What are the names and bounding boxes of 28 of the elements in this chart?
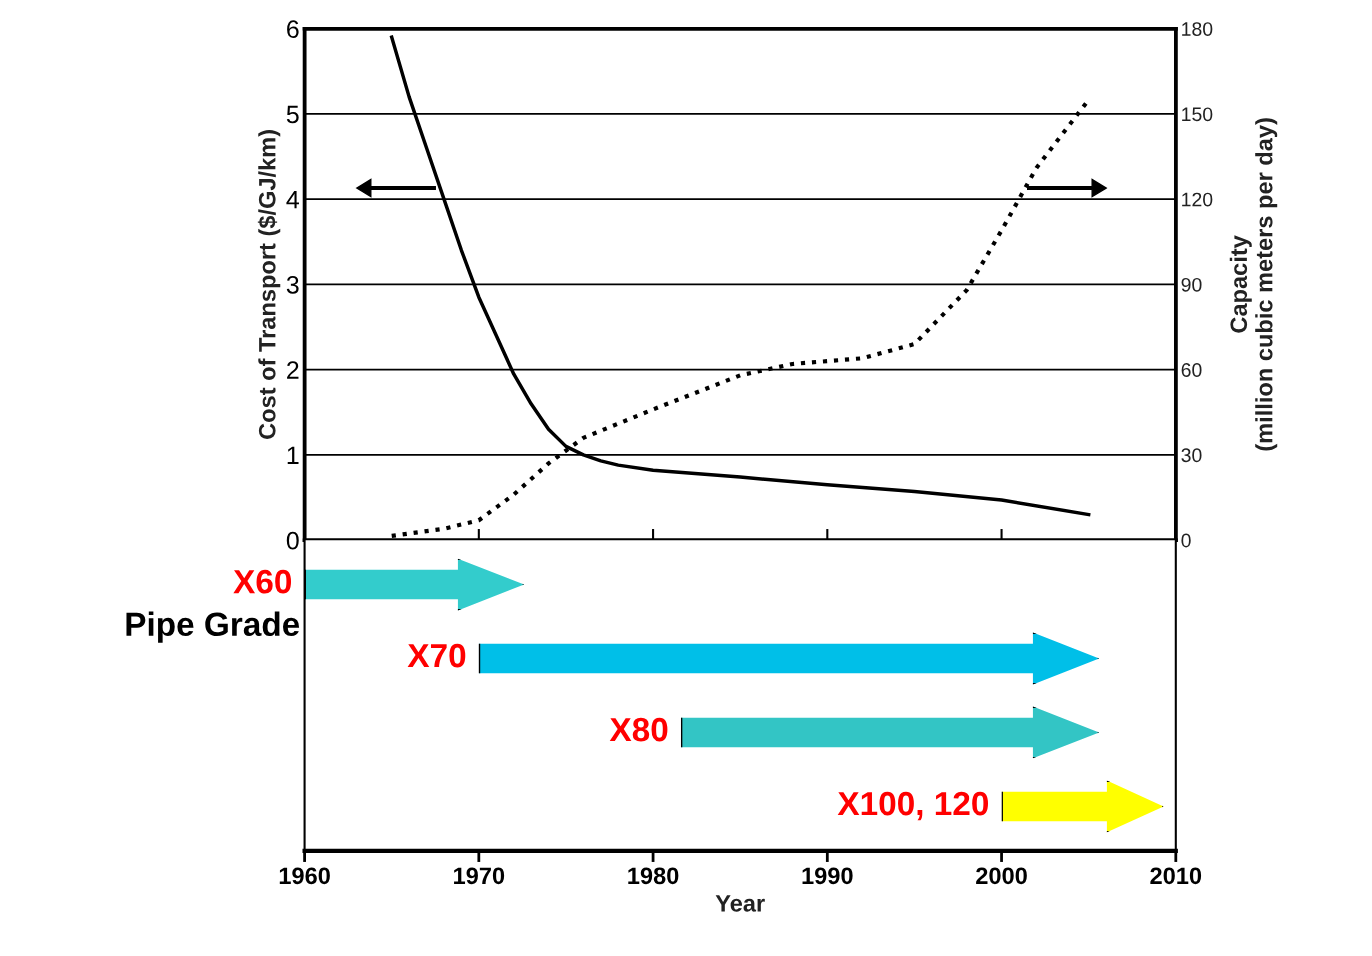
y2-tick-label: 60 <box>1181 363 1202 377</box>
y-tick-label: 0 <box>286 531 299 550</box>
y-tick-label: 6 <box>287 20 299 38</box>
y2-tick-label: 30 <box>1181 448 1202 463</box>
x-tick-label: 1960 <box>279 867 330 885</box>
y-tick-label: 3 <box>286 276 299 294</box>
y2-tick-label: 120 <box>1182 192 1213 207</box>
y-axis-title: Cost of Transport ($/GJ/km) <box>257 130 281 439</box>
y2-tick-label: 150 <box>1182 107 1213 122</box>
y2-axis-title: Capacity (million cubic meters per day) <box>1229 118 1278 451</box>
x-tick-label: 2010 <box>1150 867 1202 885</box>
y2-tick-label: 0 <box>1181 533 1191 548</box>
x-axis-title: Year <box>715 895 765 912</box>
x-tick-label: 1970 <box>454 867 505 885</box>
y2-tick-label: 90 <box>1181 277 1202 292</box>
y-tick-label: X70 <box>407 643 466 668</box>
y-tick-label: 2 <box>287 361 299 379</box>
y-tick-label: 1 <box>287 446 299 464</box>
y-tick-label: X60 <box>233 569 292 594</box>
y-tick-label: 5 <box>286 105 299 124</box>
y-tick-label: X100, 120 <box>837 791 989 821</box>
y-tick-label: X80 <box>609 717 668 742</box>
y-axis-title: Pipe Grade <box>126 611 300 643</box>
x-tick-label: 1990 <box>802 867 853 885</box>
y2-tick-label: 180 <box>1182 22 1213 36</box>
y-tick-label: 4 <box>286 191 299 209</box>
x-tick-label: 1980 <box>628 867 679 885</box>
x-tick-label: 2000 <box>976 867 1027 885</box>
